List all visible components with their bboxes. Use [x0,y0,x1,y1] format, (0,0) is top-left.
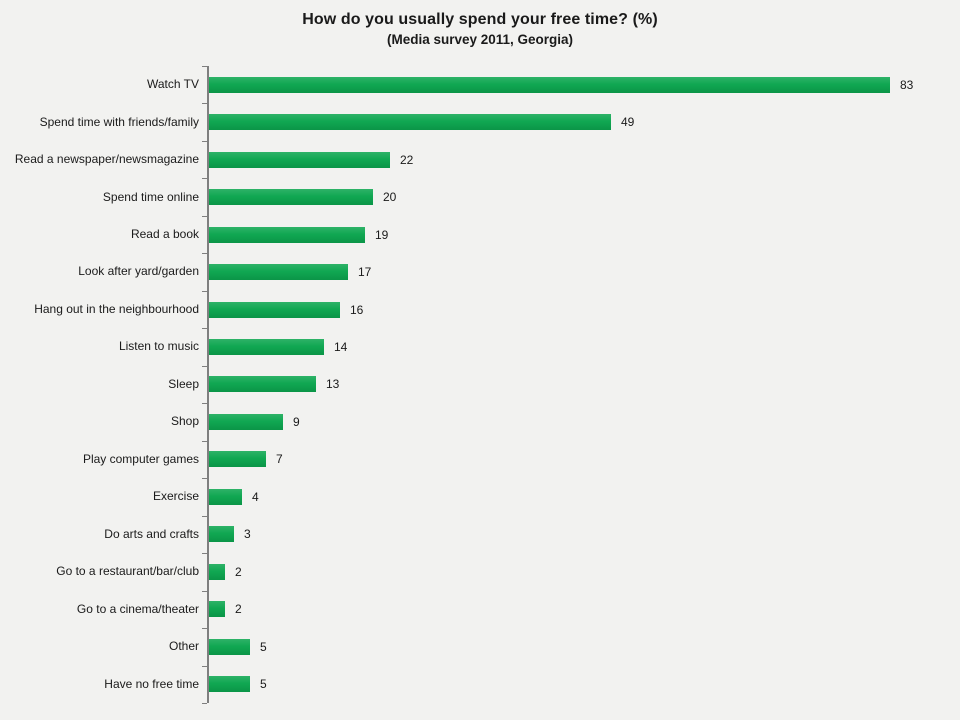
category-label: Watch TV [146,77,199,92]
axis-tick [202,553,207,554]
category-label: Exercise [152,489,199,504]
value-label: 22 [400,152,414,167]
axis-tick [202,66,207,67]
category-label: Spend time online [102,189,199,204]
value-label: 7 [276,452,283,467]
value-label: 16 [350,302,364,317]
bar [209,526,234,543]
axis-tick [202,666,207,667]
category-label: Play computer games [82,451,199,466]
value-label: 5 [260,677,267,692]
bar [209,376,316,393]
category-label: Read a book [130,227,199,242]
bar [209,189,373,206]
value-label: 4 [252,489,259,504]
axis-tick [202,253,207,254]
category-label: Go to a cinema/theater [76,601,199,616]
axis-tick [202,328,207,329]
chart-row: Have no free time 5 [0,666,960,703]
chart-row: Shop 9 [0,403,960,440]
category-label: Listen to music [118,339,199,354]
category-label: Shop [170,414,199,429]
chart-row: Read a book 19 [0,216,960,253]
axis-tick [202,103,207,104]
category-label: Go to a restaurant/bar/club [56,564,199,579]
chart-row: Listen to music 14 [0,328,960,365]
value-label: 14 [334,340,348,355]
chart-subtitle: (Media survey 2011, Georgia) [386,32,574,47]
axis-tick [202,591,207,592]
chart-row: Play computer games 7 [0,441,960,478]
chart-row: Other 5 [0,628,960,665]
y-axis-line [207,66,209,703]
chart-title: How do you usually spend your free time?… [302,11,658,28]
bar [209,413,283,430]
bar [209,563,225,580]
axis-tick [202,403,207,404]
category-label: Spend time with friends/family [39,114,199,129]
chart-row: Read a newspaper/newsmagazine 22 [0,141,960,178]
bar [209,114,611,131]
axis-tick [202,366,207,367]
axis-tick [202,216,207,217]
chart-row: Go to a restaurant/bar/club 2 [0,553,960,590]
value-label: 5 [260,639,267,654]
value-label: 19 [375,227,389,242]
value-label: 3 [244,527,251,542]
bar [209,676,250,693]
axis-tick [202,441,207,442]
category-label: Other [168,639,199,654]
axis-tick [202,291,207,292]
value-label: 2 [235,602,242,617]
value-label: 49 [621,115,635,130]
chart-row: Sleep 13 [0,366,960,403]
axis-tick [202,628,207,629]
value-label: 9 [293,414,300,429]
value-label: 17 [358,265,372,280]
category-label: Look after yard/garden [78,264,199,279]
value-label: 13 [326,377,340,392]
category-label: Hang out in the neighbourhood [34,301,199,316]
chart-row: Go to a cinema/theater 2 [0,591,960,628]
chart-row: Do arts and crafts 3 [0,516,960,553]
axis-tick [202,703,207,704]
chart-row: Spend time online 20 [0,178,960,215]
category-label: Have no free time [104,676,199,691]
value-label: 2 [235,564,242,579]
chart-row: Spend time with friends/family 49 [0,103,960,140]
bar [209,264,348,281]
category-label: Do arts and crafts [104,526,199,541]
bar [209,339,324,356]
value-label: 20 [383,190,397,205]
bar [209,151,390,168]
category-label: Read a newspaper/newsmagazine [14,152,199,167]
axis-tick [202,478,207,479]
bar [209,638,250,655]
axis-tick [202,516,207,517]
bar [209,76,890,93]
value-label: 83 [900,77,914,92]
axis-tick [202,141,207,142]
category-label: Sleep [168,376,199,391]
bar [209,601,225,618]
bar [209,301,340,318]
bar [209,488,242,505]
bar [209,451,266,468]
chart-row: Exercise 4 [0,478,960,515]
bar [209,226,365,243]
chart-row: Watch TV 83 [0,66,960,103]
plot-area: Watch TV 83 Spend time with friends/family… [0,66,960,704]
chart-row: Hang out in the neighbourhood 16 [0,291,960,328]
axis-tick [202,178,207,179]
chart-row: Look after yard/garden 17 [0,253,960,290]
